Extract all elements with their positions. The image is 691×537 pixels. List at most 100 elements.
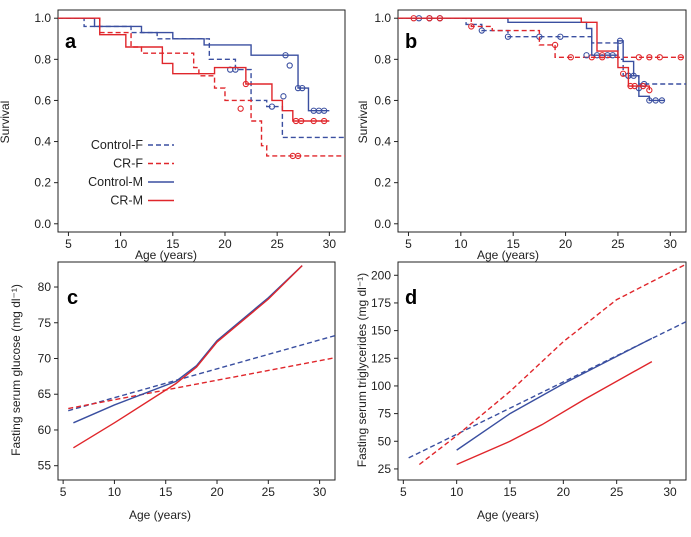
panel-a-y-tick-label: 0.4: [34, 135, 51, 149]
panel-a-x-axis-label: Age (years): [135, 248, 197, 262]
panel-a-series-control-f: [58, 17, 345, 139]
panel-c-frame: [57, 261, 336, 481]
panel-a-censor-mark: [242, 80, 250, 88]
panel-d-y-tick-label: 75: [378, 407, 392, 421]
panel-b-censor-mark: [599, 52, 606, 59]
panel-c-x-tick-label: 5: [60, 485, 67, 499]
panel-b-censor-mark: [609, 52, 616, 59]
panel-b-x-tick-label: 15: [507, 237, 521, 251]
panel-b-y-tick-label: 0.4: [374, 135, 391, 149]
panel-b-censor-mark: [635, 54, 643, 61]
panel-c-letter: c: [67, 287, 78, 309]
panel-d-frame: [397, 261, 687, 481]
panel-a-x-tick-label: 20: [218, 237, 232, 251]
panel-a-x-tick-label: 25: [270, 237, 284, 251]
panel-a-y-tick-label: 0.8: [34, 52, 51, 66]
panel-c-series-cr-f: [68, 357, 336, 410]
panel-b-x-tick-label: 5: [405, 237, 412, 251]
panel-b-censor-mark: [646, 97, 653, 104]
panel-d-series-cr-f: [418, 263, 687, 466]
panel-b-censor-mark: [551, 41, 559, 49]
panel-b-letter: b: [405, 31, 417, 53]
panel-a-censor-mark: [286, 62, 293, 69]
panel-b-censor-mark: [627, 82, 634, 90]
panel-c-x-axis-label: Age (years): [129, 508, 191, 522]
panel-a-censor-mark: [298, 117, 305, 125]
panel-b-y-tick-label: 1.0: [374, 11, 391, 25]
panel-a-y-tick-label: 1.0: [34, 11, 51, 25]
panel-b-censor-mark: [652, 97, 659, 104]
panel-c-x-tick-label: 25: [262, 485, 276, 499]
panel-b-x-tick-label: 25: [611, 237, 625, 251]
panel-b-censor-mark: [658, 97, 666, 104]
panel-d-x-tick-label: 30: [663, 485, 677, 499]
panel-b-x-tick-label: 10: [454, 237, 468, 251]
panel-b-y-axis-label: Survival: [356, 101, 370, 144]
panel-b-censor-mark: [616, 37, 624, 44]
legend: Control-F CR-F Control-M CR-M: [88, 138, 174, 208]
panel-a-letter: a: [65, 31, 77, 53]
panel-a-y-tick-label: 0.2: [34, 176, 51, 190]
panel-d-x-tick-label: 5: [400, 485, 407, 499]
panel-d-y-tick-label: 200: [371, 268, 391, 282]
panel-d-y-tick-label: 50: [378, 434, 392, 448]
panel-d-y-axis-label: Fasting serum triglycerides (mg dl⁻¹): [355, 273, 369, 467]
legend-label: Control-F: [91, 138, 143, 152]
panel-c-x-tick-label: 20: [210, 485, 224, 499]
panel-d-y-tick-label: 25: [378, 462, 392, 476]
panel-b-censor-mark: [646, 54, 653, 61]
legend-label: CR-M: [110, 194, 143, 208]
panel-a-censor-mark: [294, 152, 302, 160]
panel-a-series-cr-m: [58, 17, 330, 122]
panel-d-x-tick-label: 20: [557, 485, 571, 499]
panel-c-y-tick-label: 70: [38, 351, 52, 365]
panel-a-censor-mark: [282, 52, 289, 59]
panel-b-censor-mark: [468, 23, 475, 30]
panel-a-censor-mark: [299, 84, 306, 92]
panel-b-censor-mark: [557, 33, 564, 40]
panel-b-x-tick-label: 20: [559, 237, 573, 251]
legend-label: CR-F: [113, 157, 143, 171]
panel-c-glucose-chart: 5 10 15 20 25 30 55 60 65 70 75 80 Age (years) Fastin…: [9, 261, 336, 522]
panel-d-y-tick-label: 175: [371, 296, 391, 310]
panel-a-series-control-m: [58, 17, 330, 112]
panel-b-censor-mark: [583, 52, 590, 59]
panel-d-y-tick-label: 125: [371, 351, 391, 365]
panel-b-censor-mark: [567, 54, 574, 61]
panel-b-series-control-f: [398, 17, 686, 85]
legend-label: Control-M: [88, 175, 143, 189]
panel-a-censor-mark: [294, 84, 302, 92]
panel-a-x-tick-label: 10: [114, 237, 128, 251]
panel-b-censor-mark: [478, 27, 485, 34]
panel-b-survival-chart: 5 10 15 20 25 30 0.0 0.2 0.4 0.6 0.8 1.0 Age (years)…: [356, 9, 687, 262]
panel-c-series-control-f: [68, 334, 336, 412]
panel-d-letter: d: [405, 287, 417, 309]
panel-b-series-control-m: [398, 17, 666, 102]
panel-b-series-cr-m: [398, 17, 651, 91]
panel-b-censor-mark: [639, 82, 647, 90]
panel-a-censor-mark: [320, 107, 328, 114]
panel-c-y-tick-label: 80: [38, 280, 52, 294]
panel-b-censor-mark: [504, 33, 512, 40]
panel-c-y-axis-label: Fasting serum glucose (mg dl⁻¹): [9, 284, 23, 456]
panel-a-censor-mark: [310, 117, 317, 125]
panel-a-censor-mark: [237, 105, 244, 112]
panel-d-y-tick-label: 150: [371, 324, 391, 338]
panel-d-x-tick-label: 15: [503, 485, 517, 499]
panel-a-x-tick-label: 30: [323, 237, 337, 251]
panel-a-censor-mark: [280, 93, 287, 100]
panel-c-x-tick-label: 10: [108, 485, 122, 499]
panel-b-x-tick-label: 30: [664, 237, 678, 251]
panel-a-x-tick-label: 15: [166, 237, 180, 251]
panel-b-y-tick-label: 0.0: [374, 217, 391, 231]
panel-c-x-tick-label: 15: [159, 485, 173, 499]
panel-c-series-control-m: [73, 265, 303, 424]
panel-c-x-tick-label: 30: [313, 485, 327, 499]
panel-b-y-tick-label: 0.2: [374, 176, 391, 190]
panel-c-y-tick-label: 75: [38, 316, 52, 330]
panel-c-series-cr-m: [73, 265, 303, 449]
panel-a-y-tick-label: 0.6: [34, 93, 51, 107]
panel-d-x-tick-label: 10: [450, 485, 464, 499]
panel-c-y-tick-label: 60: [38, 423, 52, 437]
